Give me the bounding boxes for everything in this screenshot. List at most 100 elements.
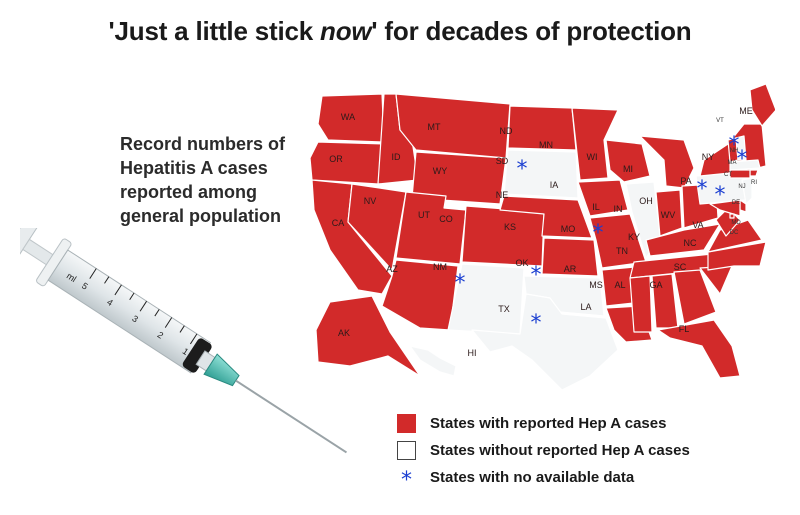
needle-hub — [203, 353, 240, 387]
legend-label-reported: States with reported Hep A cases — [430, 415, 667, 432]
syringe-mark-1: 1 — [181, 346, 191, 357]
syringe-mark-3: 3 — [130, 313, 140, 324]
state-label-ca: CA — [332, 218, 345, 228]
asterisk-icon: * — [455, 271, 466, 296]
subtitle: Record numbers of Hepatitis A cases repo… — [120, 134, 286, 226]
legend-swatch-red — [397, 414, 416, 433]
state-ks — [541, 237, 599, 277]
state-label-wv: WV — [661, 210, 676, 220]
state-label-fl: FL — [679, 324, 690, 334]
state-fl — [657, 319, 741, 379]
state-label-ak: AK — [338, 328, 350, 338]
state-label-nh: NH — [730, 148, 739, 154]
state-label-ct: CT — [724, 172, 732, 178]
state-co — [461, 205, 545, 267]
asterisk-icon: * — [697, 177, 708, 202]
state-az — [381, 259, 459, 331]
needle — [235, 379, 348, 454]
state-label-al: AL — [614, 280, 625, 290]
state-label-md: MD — [731, 220, 741, 226]
state-label-ne: NE — [496, 190, 509, 200]
syringe-mark-ml: ml — [65, 271, 78, 285]
us-hepatitis-map: WA OR CA NV ID MT WY UT AZ CO NM ND SD NE KS OK TX MN IA MO… — [309, 83, 775, 390]
state-label-ri: RI — [751, 180, 757, 186]
state-label-or: OR — [329, 154, 343, 164]
title-part-1: 'Just a little stick — [108, 16, 321, 46]
state-ga — [673, 269, 717, 325]
state-ut — [395, 191, 467, 265]
state-md — [709, 199, 741, 217]
state-tx — [471, 293, 619, 390]
title-part-2: ' for decades of protection — [371, 16, 692, 46]
state-label-wy: WY — [433, 166, 448, 176]
state-label-nm: NM — [433, 262, 447, 272]
legend-label-not-reported: States without reported Hep A cases — [430, 442, 690, 459]
rubber-stopper — [182, 338, 212, 373]
syringe-illustration: ml 5 4 3 2 1 — [20, 228, 348, 454]
state-wy — [411, 151, 507, 205]
state-ky — [645, 223, 721, 257]
state-label-nd: ND — [500, 126, 513, 136]
state-label-de: DE — [732, 200, 740, 206]
state-label-ky: KY — [628, 232, 640, 242]
state-label-sd: SD — [496, 156, 509, 166]
state-or — [309, 141, 385, 185]
page-title: 'Just a little stick now' for decades of… — [0, 16, 800, 47]
asterisk-icon: * — [517, 157, 528, 182]
state-ia — [577, 179, 629, 217]
state-nc — [707, 241, 767, 271]
state-mo — [589, 213, 647, 269]
state-label-nj: NJ — [738, 184, 745, 190]
state-label-la: LA — [580, 302, 591, 312]
state-label-me: ME — [739, 106, 753, 116]
state-label-pa: PA — [680, 176, 691, 186]
state-in — [655, 189, 683, 237]
state-label-mn: MN — [539, 140, 553, 150]
state-va — [707, 219, 763, 253]
state-ri — [749, 169, 759, 177]
state-label-va: VA — [692, 220, 703, 230]
state-ne — [499, 195, 593, 239]
state-mt — [395, 93, 511, 159]
state-label-wi: WI — [587, 152, 598, 162]
asterisk-icon: * — [593, 221, 604, 246]
state-label-co: CO — [439, 214, 453, 224]
map-legend: States with reported Hep A cases States … — [397, 410, 690, 493]
legend-label-no-data: States with no available data — [430, 469, 635, 486]
legend-item-not-reported: States without reported Hep A cases — [397, 437, 690, 464]
legend-swatch-white — [397, 441, 416, 460]
state-wi — [605, 139, 651, 183]
state-nd — [507, 105, 577, 151]
state-label-mi: MI — [623, 164, 633, 174]
state-ms — [629, 275, 653, 333]
state-label-nc: NC — [684, 238, 697, 248]
state-dc — [729, 213, 735, 219]
state-label-ar: AR — [564, 264, 577, 274]
state-label-ga: GA — [649, 280, 662, 290]
state-label-sc: SC — [674, 262, 687, 272]
state-label-il: IL — [592, 202, 600, 212]
state-label-id: ID — [392, 152, 402, 162]
state-label-hi: HI — [468, 348, 477, 358]
state-wa — [317, 93, 385, 143]
asterisk-icon: * — [715, 183, 726, 208]
state-label-az: AZ — [386, 264, 398, 274]
asterisk-icon: * — [401, 468, 412, 493]
title-emphasis: now — [320, 16, 372, 46]
asterisk-icon: * — [737, 147, 748, 172]
legend-item-reported: States with reported Hep A cases — [397, 410, 690, 437]
state-nj — [741, 177, 753, 205]
state-label-ks: KS — [504, 222, 516, 232]
state-ma — [729, 159, 761, 171]
state-nv — [347, 183, 407, 271]
state-mn — [571, 107, 619, 181]
state-label-tx: TX — [498, 304, 510, 314]
state-nh — [735, 135, 747, 161]
syringe-mark-2: 2 — [156, 330, 166, 341]
state-sd — [503, 149, 579, 199]
state-label-mo: MO — [561, 224, 576, 234]
state-label-ut: UT — [418, 210, 430, 220]
state-hi — [409, 345, 457, 377]
state-label-ma: MA — [728, 160, 737, 166]
asterisk-icon: * — [531, 311, 542, 336]
